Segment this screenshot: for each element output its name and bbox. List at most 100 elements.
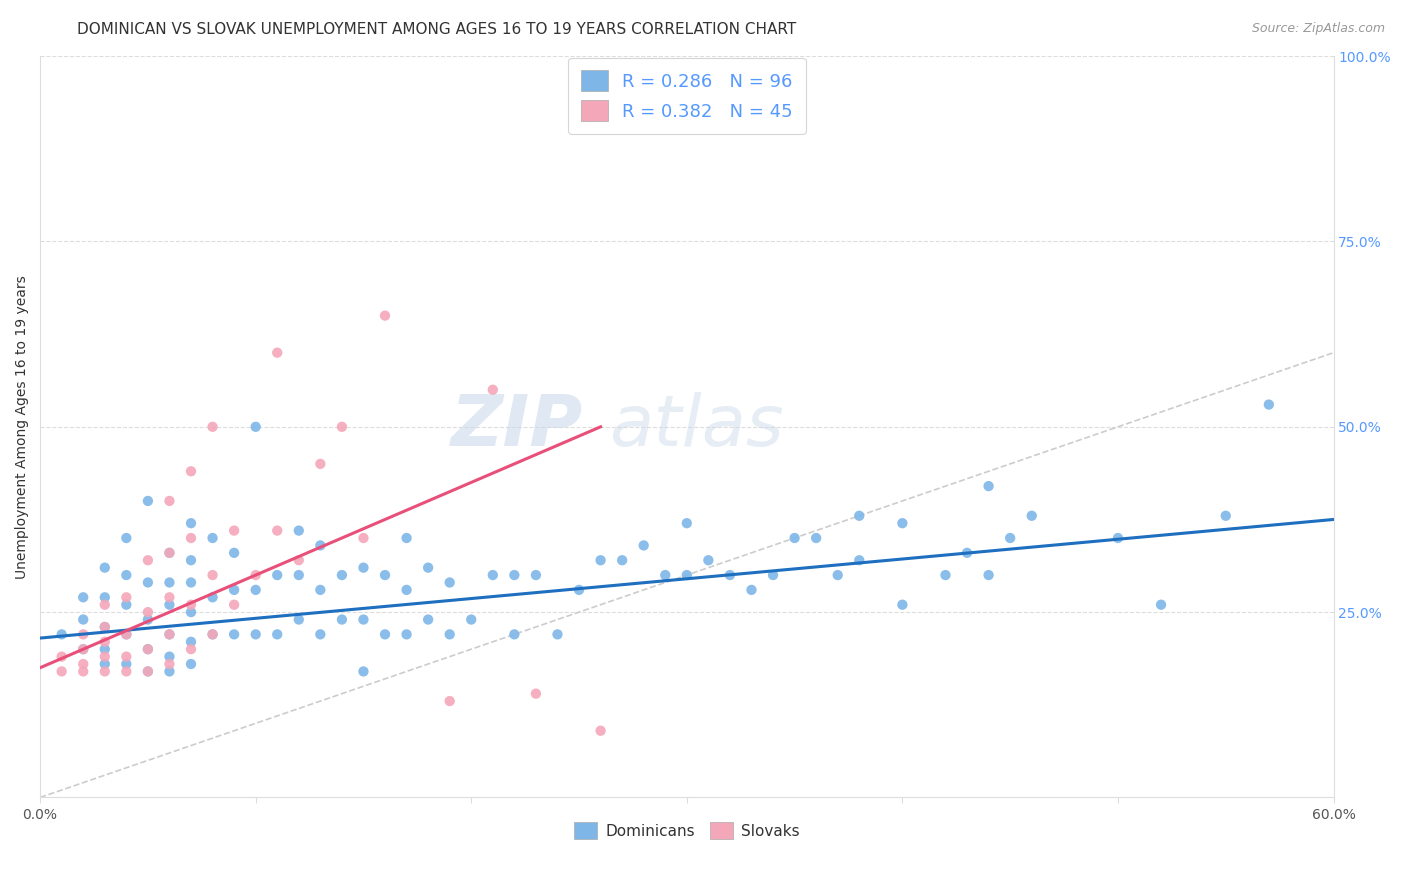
Point [180, 642, 202, 657]
Point [201, 591, 224, 605]
Point [159, 546, 181, 560]
Point [180, 516, 202, 531]
Point [94, 634, 117, 648]
Point [762, 568, 785, 582]
Point [266, 345, 288, 359]
Point [136, 642, 159, 657]
Point [266, 568, 288, 582]
Point [94, 642, 117, 657]
Point [136, 553, 159, 567]
Point [288, 553, 311, 567]
Point [245, 582, 267, 597]
Point [439, 575, 461, 590]
Point [115, 627, 138, 641]
Point [159, 591, 181, 605]
Point [72, 657, 94, 671]
Point [309, 538, 332, 552]
Point [115, 627, 138, 641]
Point [633, 538, 655, 552]
Point [654, 568, 676, 582]
Legend: Dominicans, Slovaks: Dominicans, Slovaks [568, 815, 806, 846]
Point [94, 560, 117, 574]
Point [159, 657, 181, 671]
Point [288, 568, 311, 582]
Point [524, 568, 547, 582]
Point [180, 634, 202, 648]
Point [159, 627, 181, 641]
Point [136, 575, 159, 590]
Point [224, 524, 246, 538]
Point [266, 627, 288, 641]
Point [374, 627, 396, 641]
Point [224, 546, 246, 560]
Point [1021, 508, 1043, 523]
Point [94, 620, 117, 634]
Point [180, 531, 202, 545]
Point [180, 657, 202, 671]
Point [934, 568, 956, 582]
Point [159, 598, 181, 612]
Point [309, 582, 332, 597]
Point [848, 508, 870, 523]
Point [180, 553, 202, 567]
Point [288, 613, 311, 627]
Point [201, 568, 224, 582]
Point [201, 627, 224, 641]
Point [460, 613, 482, 627]
Point [977, 568, 1000, 582]
Point [94, 591, 117, 605]
Point [783, 531, 806, 545]
Point [374, 568, 396, 582]
Point [180, 464, 202, 478]
Point [675, 516, 697, 531]
Point [546, 627, 568, 641]
Point [395, 627, 418, 641]
Point [589, 553, 612, 567]
Point [72, 591, 94, 605]
Point [439, 694, 461, 708]
Point [568, 582, 591, 597]
Point [675, 568, 697, 582]
Point [395, 531, 418, 545]
Point [115, 591, 138, 605]
Point [330, 613, 353, 627]
Y-axis label: Unemployment Among Ages 16 to 19 years: Unemployment Among Ages 16 to 19 years [15, 275, 30, 579]
Point [136, 665, 159, 679]
Point [481, 568, 503, 582]
Point [956, 546, 979, 560]
Point [589, 723, 612, 738]
Point [245, 627, 267, 641]
Point [1257, 398, 1279, 412]
Point [115, 531, 138, 545]
Point [94, 620, 117, 634]
Point [309, 457, 332, 471]
Point [136, 605, 159, 619]
Point [72, 665, 94, 679]
Point [891, 516, 914, 531]
Point [72, 613, 94, 627]
Point [353, 531, 375, 545]
Text: atlas: atlas [609, 392, 783, 461]
Point [72, 627, 94, 641]
Point [1215, 508, 1237, 523]
Point [998, 531, 1021, 545]
Point [418, 560, 440, 574]
Point [115, 665, 138, 679]
Point [159, 649, 181, 664]
Point [309, 627, 332, 641]
Point [1150, 598, 1173, 612]
Point [201, 531, 224, 545]
Point [804, 531, 827, 545]
Point [224, 582, 246, 597]
Text: ZIP: ZIP [451, 392, 583, 461]
Point [439, 627, 461, 641]
Point [159, 627, 181, 641]
Point [827, 568, 849, 582]
Point [115, 568, 138, 582]
Point [136, 494, 159, 508]
Text: DOMINICAN VS SLOVAK UNEMPLOYMENT AMONG AGES 16 TO 19 YEARS CORRELATION CHART: DOMINICAN VS SLOVAK UNEMPLOYMENT AMONG A… [77, 22, 797, 37]
Point [245, 419, 267, 434]
Point [503, 627, 526, 641]
Point [159, 665, 181, 679]
Point [94, 657, 117, 671]
